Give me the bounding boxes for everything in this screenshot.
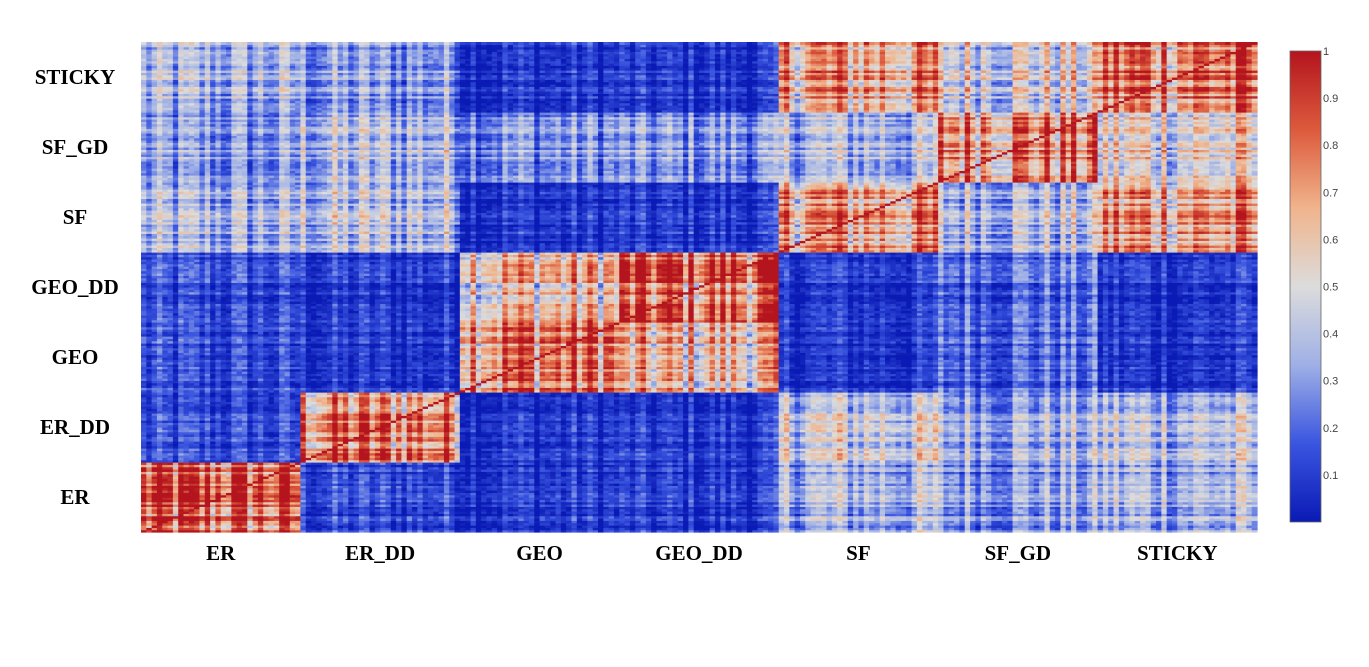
heatmap-block-sf-sf_gd — [938, 182, 1098, 253]
heatmap-block-geo-geo_dd — [619, 322, 779, 393]
heatmap-block-er-geo — [460, 462, 620, 533]
heatmap-block-geo-sf — [779, 322, 939, 393]
heatmap-block-er_dd-sf_gd — [938, 392, 1098, 463]
heatmap-block-sf_gd-er_dd — [300, 112, 460, 183]
x-tick-label-sf_gd: SF_GD — [985, 541, 1052, 565]
x-tick-label-sf: SF — [846, 541, 871, 565]
y-tick-label-sticky: STICKY — [35, 65, 116, 89]
heatmap-block-sticky-sticky — [1098, 42, 1258, 113]
heatmap-block-geo_dd-sf_gd — [938, 252, 1098, 323]
heatmap-block-geo_dd-sticky — [1098, 252, 1258, 323]
heatmap-block-er-sf_gd — [938, 462, 1098, 533]
heatmap-block-er_dd-geo_dd — [619, 392, 779, 463]
colorbar-gradient — [1290, 51, 1321, 522]
heatmap-block-geo-er — [141, 322, 301, 393]
heatmap-block-sf_gd-er — [141, 112, 301, 183]
heatmap-block-sticky-geo_dd — [619, 42, 779, 113]
y-tick-label-er_dd: ER_DD — [40, 415, 110, 439]
heatmap-block-sticky-er_dd — [300, 42, 460, 113]
y-axis-labels: ER ER_DD GEO GEO_DD SF SF_GD STICKY — [31, 65, 119, 509]
x-tick-label-geo_dd: GEO_DD — [655, 541, 743, 565]
heatmap-block-sf-sticky — [1098, 182, 1258, 253]
heatmap-block-er_dd-er — [141, 392, 301, 463]
heatmap-block-sf-geo — [460, 182, 620, 253]
heatmap-block-sticky-sf — [779, 42, 939, 113]
heatmap-block-geo-er_dd — [300, 322, 460, 393]
x-axis-labels: ER ER_DD GEO GEO_DD SF SF_GD STICKY — [206, 541, 1217, 565]
colorbar-tick-label: 0.4 — [1323, 329, 1338, 341]
heatmap-block-sf_gd-sticky — [1098, 112, 1258, 183]
colorbar-tick-label: 0.6 — [1323, 234, 1338, 246]
colorbar-tick-label: 0.1 — [1323, 470, 1338, 482]
heatmap-cells — [141, 42, 1258, 533]
heatmap-block-er-er — [141, 462, 301, 533]
heatmap-block-er_dd-er_dd — [300, 392, 460, 463]
heatmap-block-sf_gd-geo_dd — [619, 112, 779, 183]
heatmap-block-er-er_dd — [300, 462, 460, 533]
heatmap-block-geo-sf_gd — [938, 322, 1098, 393]
colorbar-tick-label: 0.2 — [1323, 423, 1338, 435]
x-tick-label-geo: GEO — [516, 541, 563, 565]
heatmap-block-sticky-sf_gd — [938, 42, 1098, 113]
heatmap-block-sticky-geo — [460, 42, 620, 113]
heatmap-block-geo_dd-geo_dd — [619, 252, 779, 323]
heatmap-block-er-geo_dd — [619, 462, 779, 533]
heatmap-block-er-sticky — [1098, 462, 1258, 533]
colorbar-tick-label: 0.7 — [1323, 187, 1338, 199]
y-tick-label-sf_gd: SF_GD — [42, 135, 109, 159]
colorbar-tick-label: 0.9 — [1323, 93, 1338, 105]
colorbar-tick-label: 0.8 — [1323, 140, 1338, 152]
y-tick-label-er: ER — [60, 485, 90, 509]
heatmap-block-geo_dd-er_dd — [300, 252, 460, 323]
heatmap-block-er_dd-sticky — [1098, 392, 1258, 463]
heatmap-block-sf-geo_dd — [619, 182, 779, 253]
y-tick-label-geo_dd: GEO_DD — [31, 275, 119, 299]
x-tick-label-er: ER — [206, 541, 236, 565]
heatmap-block-sf_gd-geo — [460, 112, 620, 183]
heatmap-block-sticky-er — [141, 42, 301, 113]
heatmap-block-geo_dd-er — [141, 252, 301, 323]
x-tick-label-sticky: STICKY — [1137, 541, 1218, 565]
x-tick-label-er_dd: ER_DD — [345, 541, 415, 565]
heatmap-block-er_dd-sf — [779, 392, 939, 463]
heatmap-block-sf_gd-sf_gd — [938, 112, 1098, 183]
colorbar: 1 0.9 0.8 0.7 0.6 0.5 0.4 0.3 0.2 0.1 — [1290, 46, 1338, 522]
heatmap-block-geo-sticky — [1098, 322, 1258, 393]
colorbar-tick-label: 0.5 — [1323, 282, 1338, 294]
y-tick-label-sf: SF — [63, 205, 88, 229]
colorbar-tick-label: 1 — [1323, 46, 1329, 58]
heatmap-block-er-sf — [779, 462, 939, 533]
heatmap-block-sf-er_dd — [300, 182, 460, 253]
heatmap-block-geo_dd-sf — [779, 252, 939, 323]
heatmap-block-sf_gd-sf — [779, 112, 939, 183]
heatmap-block-geo-geo — [460, 322, 620, 393]
y-tick-label-geo: GEO — [52, 345, 99, 369]
heatmap-block-sf-sf — [779, 182, 939, 253]
colorbar-ticks: 1 0.9 0.8 0.7 0.6 0.5 0.4 0.3 0.2 0.1 — [1323, 46, 1338, 482]
heatmap-block-er_dd-geo — [460, 392, 620, 463]
heatmap-block-geo_dd-geo — [460, 252, 620, 323]
heatmap-block-sf-er — [141, 182, 301, 253]
colorbar-tick-label: 0.3 — [1323, 376, 1338, 388]
